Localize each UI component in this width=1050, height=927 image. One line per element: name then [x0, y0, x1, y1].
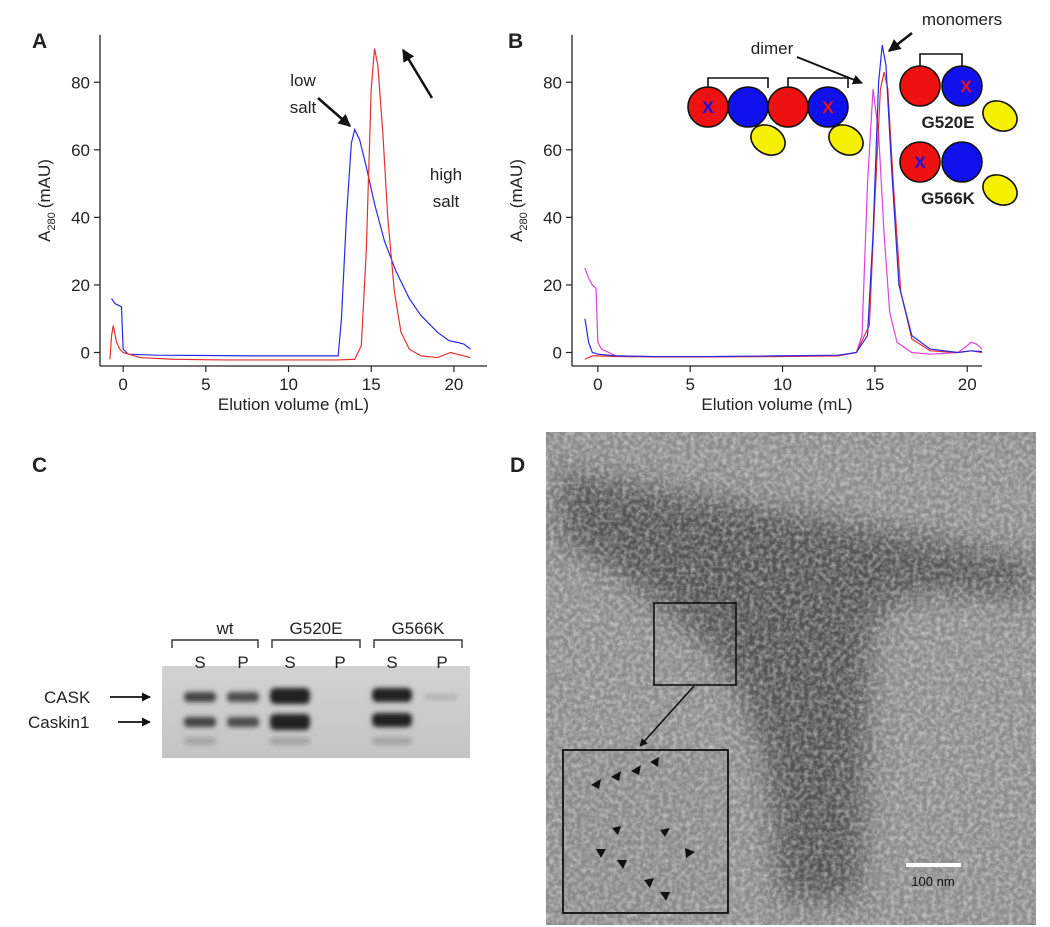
schematic — [687, 53, 1018, 206]
group-label: G520E — [290, 619, 343, 638]
mutation-mark: X — [960, 77, 972, 96]
line-series — [109, 48, 471, 361]
x-axis-label: Elution volume (mL) — [701, 395, 852, 414]
y-tick-label: 60 — [71, 141, 90, 160]
y-tick-label: 20 — [71, 276, 90, 295]
y-tick-label: 0 — [81, 343, 90, 362]
arrow — [401, 48, 434, 99]
plot: 0 5 10 15 20 0 20 40 60 80 Elution volume (mL) A280… — [507, 35, 983, 414]
y-tick-label: 80 — [71, 73, 90, 92]
annotation: salt — [290, 98, 317, 117]
y-tick-label: 80 — [543, 73, 562, 92]
annotation: dimer — [751, 39, 794, 58]
arrow — [796, 56, 863, 85]
x-tick-label: 5 — [685, 375, 694, 394]
annotation: high — [430, 165, 462, 184]
arrow — [888, 32, 913, 52]
lane-label: S — [284, 653, 295, 672]
annotation: low — [290, 71, 316, 90]
arrow — [317, 97, 351, 127]
panel-label: A — [32, 30, 47, 53]
y-axis-label: A280 (mAU) — [35, 159, 58, 242]
y-axis-label-sub: 280 — [518, 212, 530, 230]
band-label: CASK — [44, 688, 91, 707]
x-tick-label: 15 — [362, 375, 381, 394]
x-tick-label: 20 — [444, 375, 463, 394]
band-label: Caskin1 — [28, 713, 89, 732]
lane-label: P — [334, 653, 345, 672]
lane-label: P — [436, 653, 447, 672]
group-label: G566K — [392, 619, 446, 638]
group-label: wt — [216, 619, 234, 638]
schematic-label: G566K — [921, 189, 976, 208]
annotation: monomers — [922, 10, 1002, 29]
annotation: salt — [433, 192, 460, 211]
gel — [110, 639, 470, 758]
x-tick-label: 20 — [958, 375, 977, 394]
panel-label: B — [508, 30, 523, 53]
lane-label: S — [194, 653, 205, 672]
plot: 0 5 10 15 20 0 20 40 60 80 Elution volume (mL) A280… — [35, 35, 487, 414]
x-tick-label: 10 — [279, 375, 298, 394]
x-axis-label: Elution volume (mL) — [218, 395, 369, 414]
panel-label: D — [510, 454, 525, 477]
y-tick-label: 60 — [543, 141, 562, 160]
panel-label: C — [32, 454, 47, 477]
line-series — [111, 127, 471, 357]
mutation-mark: X — [822, 98, 834, 117]
y-axis-label: A280 (mAU) — [507, 159, 530, 242]
micrograph — [546, 432, 1036, 925]
x-tick-label: 0 — [118, 375, 127, 394]
y-axis-label-unit: (mAU) — [507, 159, 526, 208]
line-series — [584, 45, 983, 358]
x-tick-label: 10 — [773, 375, 792, 394]
lane-label: S — [386, 653, 397, 672]
y-tick-label: 40 — [543, 208, 562, 227]
y-axis-label-main: A — [35, 230, 54, 242]
mutation-mark: X — [702, 98, 714, 117]
x-tick-label: 5 — [201, 375, 210, 394]
y-axis-label-unit: (mAU) — [35, 159, 54, 208]
x-tick-label: 15 — [865, 375, 884, 394]
scale-bar-label: 100 nm — [911, 874, 954, 889]
y-tick-label: 40 — [71, 208, 90, 227]
lane-label: P — [237, 653, 248, 672]
y-tick-label: 0 — [553, 343, 562, 362]
mutation-mark: X — [914, 153, 926, 172]
y-axis-label-main: A — [507, 230, 526, 242]
line-series — [584, 72, 983, 360]
y-tick-label: 20 — [543, 276, 562, 295]
schematic-label: G520E — [922, 113, 975, 132]
y-axis-label-sub: 280 — [46, 212, 58, 230]
x-tick-label: 0 — [593, 375, 602, 394]
